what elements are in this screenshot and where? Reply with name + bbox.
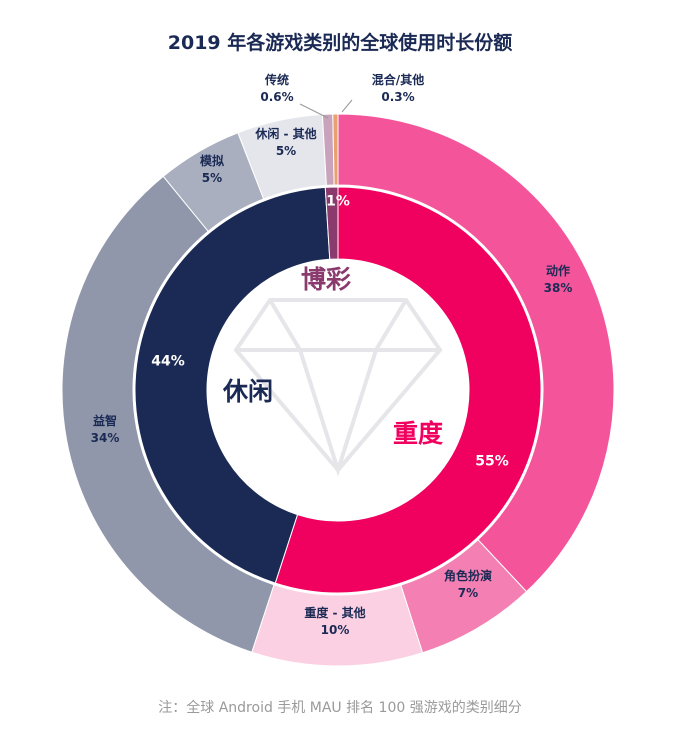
inner-slice-0 xyxy=(274,186,542,594)
center-label-gambling: 博彩 xyxy=(300,265,352,294)
leader-line xyxy=(341,99,353,113)
label-casual-pct: 44% xyxy=(151,353,185,370)
outer-slice-0 xyxy=(337,113,615,593)
label-casual-other: 休闲 - 其他 5% xyxy=(255,127,317,158)
label-mixed-other: 混合/其他 0.3% xyxy=(371,73,425,104)
leader-line xyxy=(299,103,329,119)
center-label-heavy: 重度 xyxy=(392,419,444,448)
footnote: 注：全球 Android 手机 MAU 排名 100 强游戏的类别细分 xyxy=(158,700,522,716)
label-heavy-pct: 55% xyxy=(475,453,509,470)
inner-slice-2 xyxy=(324,186,339,260)
label-traditional: 传统 0.6% xyxy=(260,73,294,104)
label-puzzle: 益智 34% xyxy=(90,414,120,445)
label-action: 动作 38% xyxy=(543,264,573,295)
label-simulation: 模拟 5% xyxy=(199,154,225,185)
label-rpg: 角色扮演 7% xyxy=(443,569,493,600)
chart-title: 2019 年各游戏类别的全球使用时长份额 xyxy=(167,32,513,54)
center-label-casual: 休闲 xyxy=(222,377,274,406)
outer-slice-7 xyxy=(332,113,339,186)
outer-slice-3 xyxy=(61,175,275,653)
diamond-watermark xyxy=(233,298,443,477)
label-gambling-pct: 1% xyxy=(326,193,350,210)
label-heavy-other: 重度 - 其他 10% xyxy=(304,606,366,637)
inner-slice-1 xyxy=(134,186,331,584)
